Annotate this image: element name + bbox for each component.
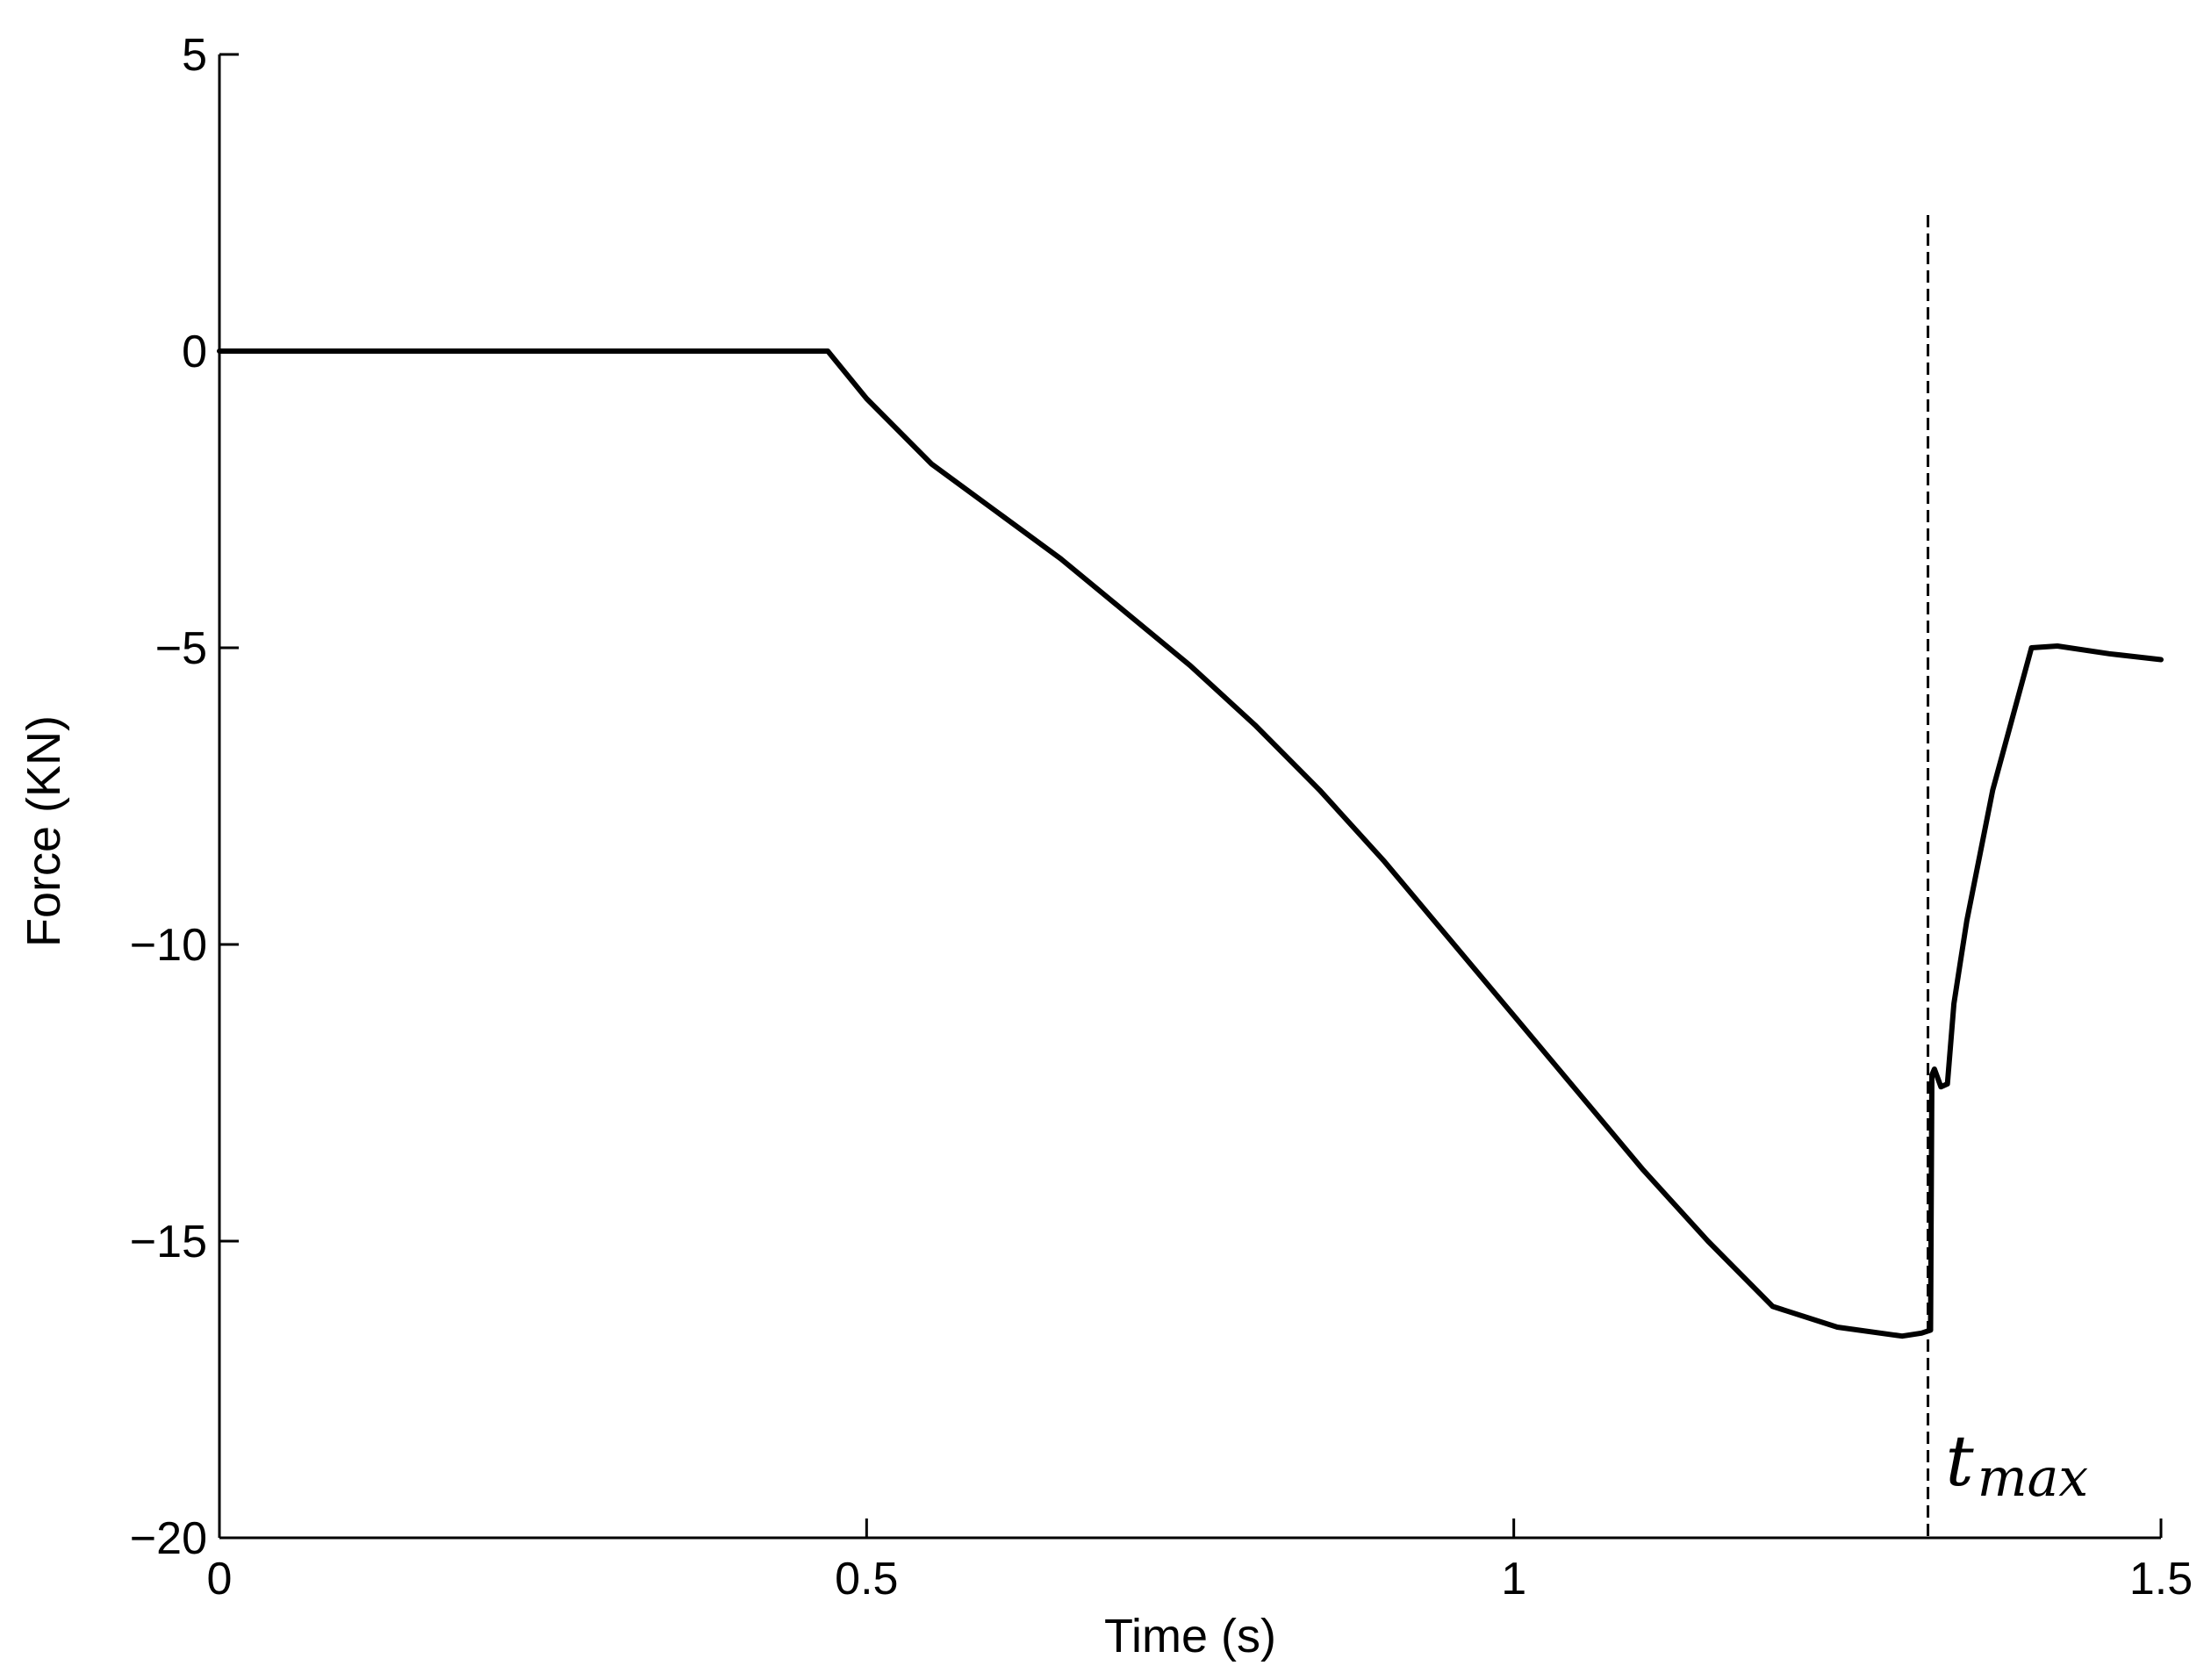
y-tick-label: 0 — [182, 327, 207, 377]
y-axis-label: Force (KN) — [18, 715, 70, 947]
y-tick-label: −10 — [130, 920, 207, 971]
x-axis-label: Time (s) — [1104, 1610, 1276, 1662]
y-tick-label: 5 — [182, 30, 207, 81]
x-tick-label: 0 — [207, 1554, 233, 1605]
plot-area — [218, 54, 2161, 1540]
x-tick-label: 1.5 — [2129, 1554, 2193, 1605]
tmax-annotation-sub: max — [1978, 1447, 2089, 1509]
y-tick-label: −15 — [130, 1217, 207, 1267]
y-axis: 5 0 −5 −10 −15 −20 — [130, 30, 239, 1564]
x-axis: 0 0.5 1 1.5 — [207, 1518, 2193, 1605]
tmax-annotation-main: t — [1946, 1420, 1975, 1502]
y-tick-label: −20 — [130, 1513, 207, 1564]
series-line-force — [217, 348, 2164, 1339]
x-tick-label: 0.5 — [835, 1554, 898, 1605]
tmax-annotation: t max — [1946, 1420, 2089, 1509]
x-tick-label: 1 — [1501, 1554, 1526, 1605]
y-tick-label: −5 — [155, 623, 207, 674]
